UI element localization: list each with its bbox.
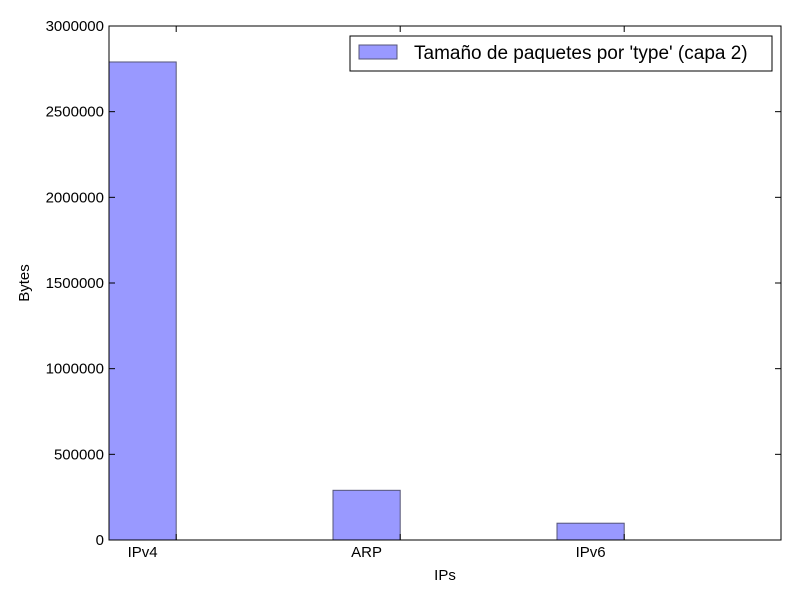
x-tick-label: IPv6 xyxy=(576,544,606,561)
x-axis-ticks: IPv4 ARP IPv6 xyxy=(128,26,625,561)
x-tick-label: IPv4 xyxy=(128,544,158,561)
x-tick-label: ARP xyxy=(351,544,382,561)
y-tick-label: 2000000 xyxy=(46,189,104,206)
legend-label: Tamaño de paquetes por 'type' (capa 2) xyxy=(414,43,748,64)
bar-ipv4 xyxy=(108,61,177,541)
y-tick-label: 500000 xyxy=(54,446,104,463)
y-axis-ticks: 0 500000 1000000 1500000 2000000 2500000 30000… xyxy=(46,18,781,549)
y-tick-label: 0 xyxy=(96,532,104,549)
y-tick-label: 2500000 xyxy=(46,104,104,121)
y-tick-label: 1500000 xyxy=(46,275,104,292)
y-axis-label: Bytes xyxy=(16,264,33,302)
bar-arp xyxy=(332,489,401,541)
x-axis-label: IPs xyxy=(434,567,456,584)
plot-frame xyxy=(108,25,782,541)
legend-frame xyxy=(349,35,773,72)
legend: Tamaño de paquetes por 'type' (capa 2) xyxy=(349,35,773,72)
y-tick-label: 3000000 xyxy=(46,18,104,35)
bar-ipv6 xyxy=(556,522,625,541)
bars-group xyxy=(108,61,625,541)
y-tick-label: 1000000 xyxy=(46,361,104,378)
legend-swatch xyxy=(358,44,398,60)
